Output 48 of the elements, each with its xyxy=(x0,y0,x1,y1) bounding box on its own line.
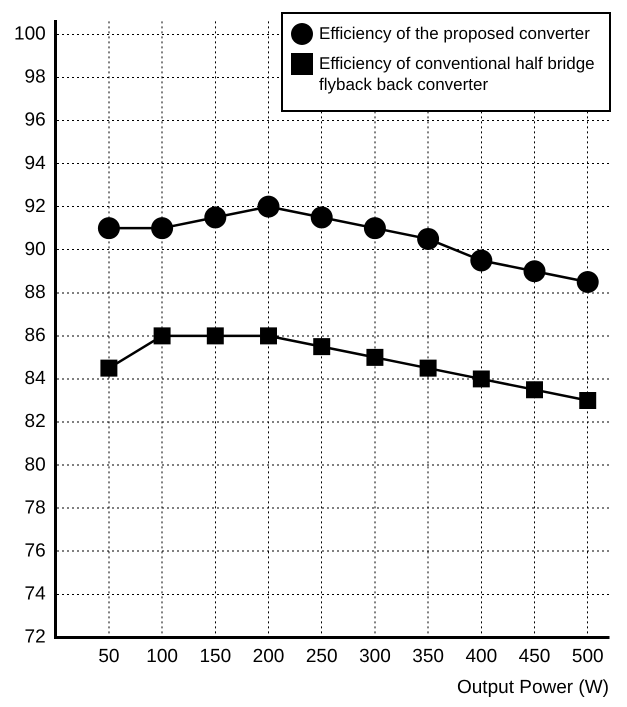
x-tick-label: 50 xyxy=(98,646,120,668)
x-axis-title: Output Power (W) xyxy=(456,676,609,698)
y-tick-label: 90 xyxy=(24,238,46,260)
x-tick-label: 100 xyxy=(146,646,178,668)
point xyxy=(417,228,440,250)
y-tick-label: 98 xyxy=(24,66,46,88)
point xyxy=(364,217,386,240)
point xyxy=(258,196,280,218)
point xyxy=(100,360,118,377)
x-tick-label: 450 xyxy=(518,646,550,668)
y-tick-label: 94 xyxy=(24,152,46,174)
point xyxy=(472,370,490,388)
y-tick-label: 78 xyxy=(24,497,46,518)
point xyxy=(313,338,330,356)
point xyxy=(206,327,224,344)
point xyxy=(98,217,120,240)
point xyxy=(524,260,546,282)
point xyxy=(204,206,226,228)
y-tick-label: 74 xyxy=(24,584,46,605)
point xyxy=(151,217,174,240)
y-tick-label: 76 xyxy=(24,540,46,562)
y-tick-label: 92 xyxy=(24,196,46,217)
y-tick-label: 72 xyxy=(24,626,46,648)
y-tick-label: 82 xyxy=(24,411,46,432)
x-tick-label: 200 xyxy=(252,646,284,668)
point xyxy=(576,271,599,294)
x-tick-label: 250 xyxy=(306,646,338,668)
y-tick-label: 100 xyxy=(14,24,46,45)
point xyxy=(310,206,333,228)
x-tick-label: 500 xyxy=(572,646,604,668)
legend-label: Efficiency of the proposed converter xyxy=(319,23,590,44)
point xyxy=(420,360,437,377)
y-tick-label: 84 xyxy=(24,368,46,390)
point xyxy=(154,327,171,344)
x-tick-label: 300 xyxy=(359,646,391,668)
point xyxy=(260,327,277,344)
y-tick-label: 96 xyxy=(24,110,46,131)
x-tick-label: 150 xyxy=(199,646,232,668)
point xyxy=(579,392,596,409)
point xyxy=(526,381,544,398)
point xyxy=(366,348,384,366)
y-tick-label: 80 xyxy=(24,454,46,476)
x-tick-label: 400 xyxy=(465,646,498,668)
legend-label: Efficiency of conventional half bridge flyback back converter xyxy=(319,53,596,96)
point xyxy=(470,249,492,272)
x-tick-label: 350 xyxy=(412,646,444,668)
y-tick-label: 88 xyxy=(24,282,46,304)
y-tick-label: 86 xyxy=(24,325,46,346)
